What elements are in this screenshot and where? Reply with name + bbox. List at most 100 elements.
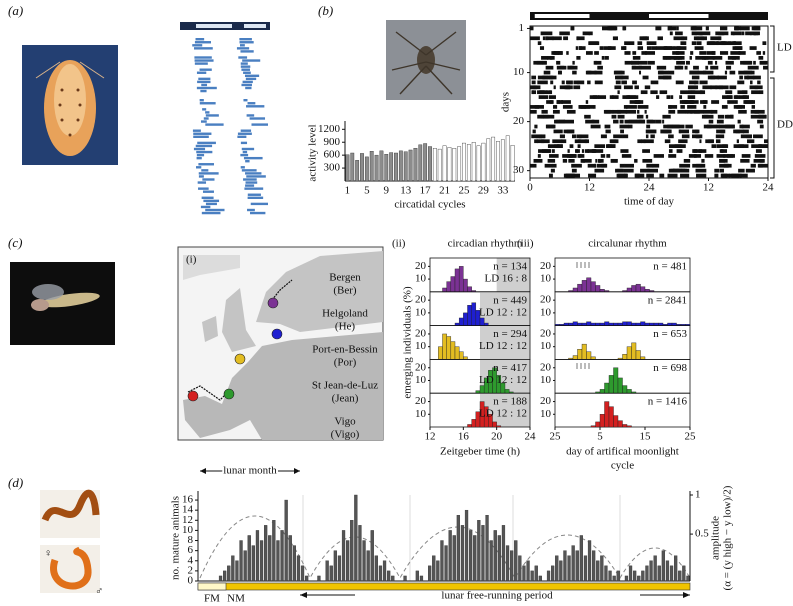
actogram-a-activity: [198, 187, 209, 190]
bar: [530, 570, 534, 582]
histogram-bar: [504, 389, 510, 394]
bar: [555, 555, 559, 582]
x-axis-label: circatidal cycles: [394, 199, 465, 211]
actogram-activity: [620, 149, 629, 153]
bar: [473, 535, 477, 582]
actogram-activity: [689, 56, 692, 60]
actogram-a-activity: [201, 211, 221, 215]
bar: [481, 142, 486, 182]
actogram-activity: [753, 31, 759, 36]
actogram-activity: [749, 85, 758, 90]
actogram-activity: [597, 158, 602, 163]
actogram-activity: [759, 158, 765, 163]
actogram-a-activity: [241, 68, 250, 71]
site-code: (Por): [334, 357, 357, 369]
actogram-activity: [737, 80, 745, 85]
actogram-activity: [642, 158, 653, 163]
bar: [341, 530, 346, 582]
actogram-activity: [715, 60, 718, 65]
y-tick-label: 20: [540, 260, 552, 272]
actogram-a-activity: [237, 135, 247, 138]
bar: [637, 575, 641, 582]
actogram-activity: [567, 65, 573, 70]
actogram-a-activity: [244, 187, 264, 190]
site-name: St Jean-de-Luz: [312, 380, 378, 392]
actogram-activity: [532, 90, 537, 95]
actogram-activity: [601, 163, 607, 168]
bar: [491, 136, 496, 182]
histogram-bar: [613, 367, 619, 394]
actogram-activity: [536, 139, 545, 144]
histogram-bar: [442, 333, 447, 360]
bar: [448, 530, 452, 582]
actogram-activity: [547, 56, 553, 60]
actogram-activity: [541, 109, 548, 114]
bar: [567, 555, 571, 582]
actogram-activity: [703, 114, 714, 119]
actogram-activity: [554, 51, 559, 55]
actogram-activity: [677, 109, 686, 114]
histogram-bar: [631, 285, 637, 293]
bar: [682, 565, 686, 582]
actogram-activity: [702, 85, 712, 90]
histogram-bar: [622, 354, 628, 360]
actogram-activity: [687, 109, 693, 114]
actogram-activity: [668, 109, 676, 114]
actogram-lightbar-light: [244, 24, 266, 28]
actogram-activity: [708, 119, 714, 124]
actogram-activity: [567, 149, 570, 153]
actogram-activity: [593, 163, 597, 168]
bracket-label: DD: [777, 119, 793, 131]
bar: [317, 575, 321, 582]
actogram-activity: [589, 41, 600, 46]
actogram-activity: [645, 114, 649, 119]
actogram-activity: [644, 85, 651, 90]
actogram-activity: [563, 119, 574, 124]
actogram-activity: [683, 168, 687, 173]
actogram-activity: [710, 85, 718, 90]
actogram-a-activity: [241, 147, 255, 151]
actogram-activity: [561, 80, 565, 85]
x-tick-label: 0: [527, 182, 533, 194]
actogram-activity: [537, 154, 541, 158]
histogram-bar: [446, 336, 452, 360]
sample-size: n = 698: [653, 362, 687, 374]
bar: [462, 142, 466, 182]
actogram-activity: [669, 31, 673, 36]
histogram-bar: [454, 268, 460, 292]
actogram-activity: [623, 46, 627, 50]
actogram-activity: [634, 65, 642, 70]
actogram-activity: [548, 31, 553, 36]
actogram-activity: [594, 168, 605, 173]
actogram-activity: [719, 168, 724, 173]
histogram-bar: [586, 277, 592, 293]
sample-size: n = 417: [493, 362, 527, 374]
actogram-activity: [730, 90, 733, 95]
actogram-activity: [657, 36, 663, 41]
actogram-activity: [655, 119, 662, 124]
histogram-bar: [458, 317, 464, 326]
actogram-activity: [703, 105, 707, 109]
actogram-activity: [594, 144, 606, 148]
actogram-a-activity: [203, 117, 209, 120]
actogram-activity: [715, 134, 725, 139]
actogram-activity: [698, 149, 707, 153]
bar: [239, 540, 243, 582]
actogram-activity: [587, 80, 591, 85]
actogram-activity: [650, 80, 659, 85]
histogram-bar: [442, 287, 447, 293]
bar: [469, 530, 473, 582]
actogram-activity: [552, 163, 557, 168]
actogram-activity: [615, 80, 621, 85]
actogram-activity: [641, 51, 647, 55]
actogram-activity: [584, 139, 590, 144]
actogram-activity: [757, 163, 763, 168]
actogram-a-activity: [201, 169, 209, 172]
actogram-activity: [719, 124, 730, 129]
actogram-activity: [600, 154, 606, 158]
y-tick-label: 10: [540, 306, 552, 318]
y-tick-label: 20: [540, 361, 552, 373]
actogram-activity: [551, 36, 560, 41]
actogram-activity: [578, 46, 582, 50]
y-tick-label: 900: [324, 136, 341, 148]
